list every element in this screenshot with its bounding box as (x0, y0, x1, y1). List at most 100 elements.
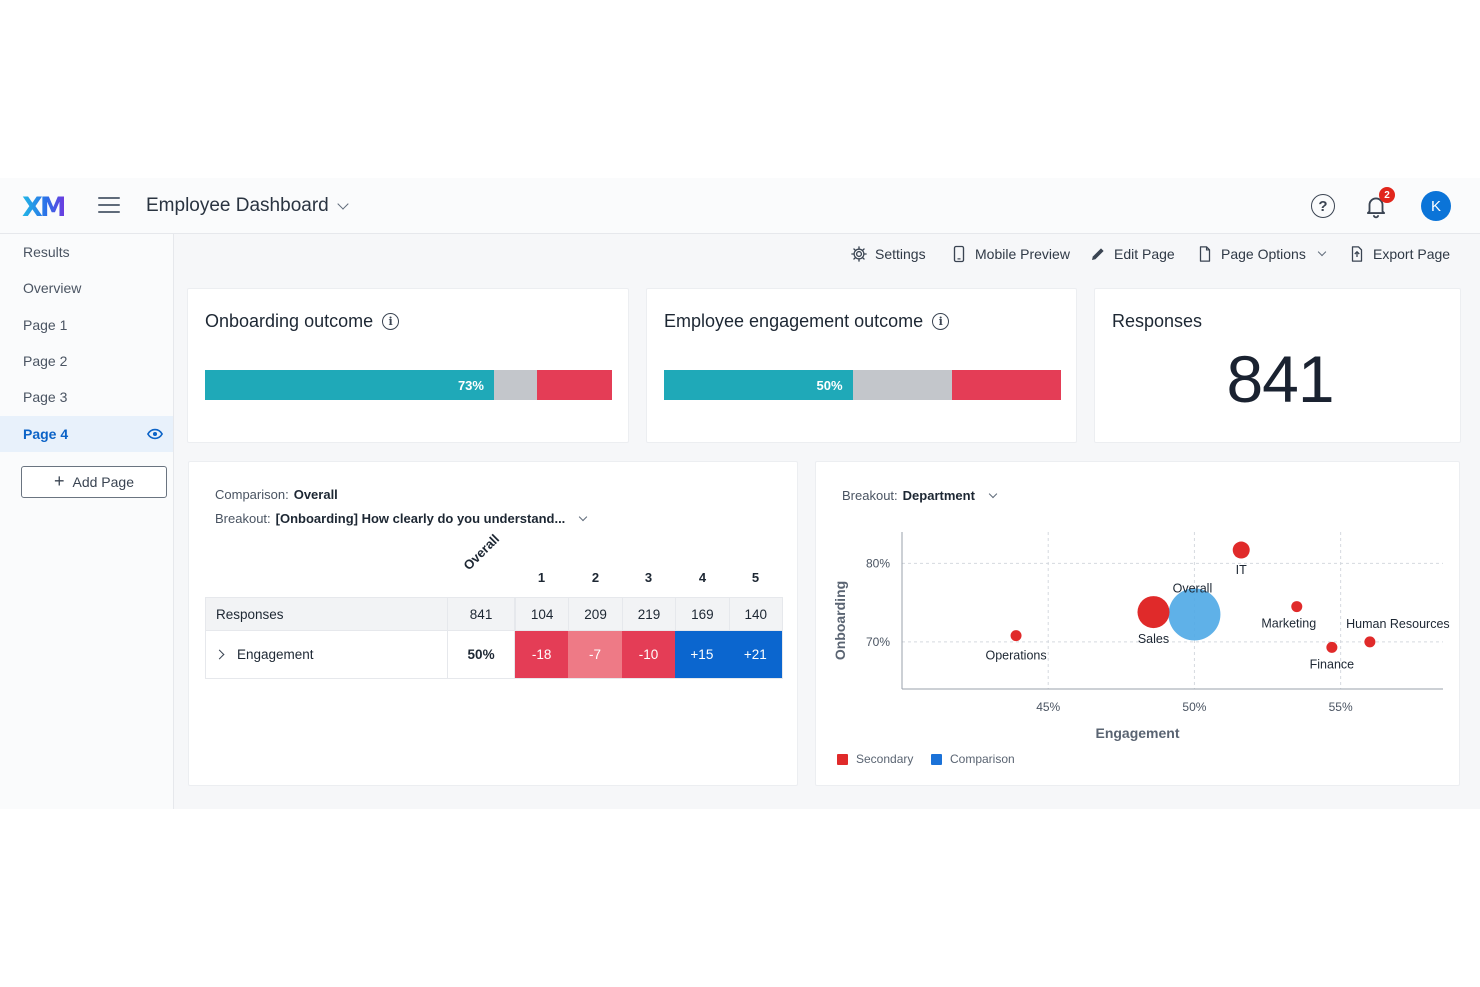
table-cell: 140 (728, 598, 782, 630)
comparison-row: Comparison: Overall (215, 487, 338, 502)
positive-segment: 73% (205, 370, 494, 400)
edit-page-button[interactable]: Edit Page (1089, 245, 1175, 263)
x-tick-label: 50% (1182, 700, 1206, 714)
column-header: 2 (591, 570, 600, 585)
neutral-segment (852, 370, 952, 400)
table-row: Responses 841 104 209 219 169 140 (205, 597, 783, 631)
settings-label: Settings (875, 246, 926, 262)
heatmap-cell: -7 (568, 631, 622, 678)
data-point-marketing (1291, 601, 1303, 613)
chevron-down-icon (579, 512, 588, 521)
xm-logo[interactable]: XM (22, 192, 67, 223)
card-title: Employee engagement outcome i (664, 311, 950, 332)
avatar[interactable]: K (1421, 191, 1451, 221)
column-header: 4 (698, 570, 707, 585)
data-point-human-resources (1364, 636, 1376, 648)
onboarding-outcome-card: Onboarding outcome i 73% (187, 288, 629, 443)
table-cell: 841 (447, 598, 515, 630)
page-options-dropdown[interactable]: Page Options (1196, 245, 1327, 263)
export-icon (1351, 246, 1363, 262)
sidebar: Results Overview Page 1 Page 2 Page 3 Pa… (0, 234, 174, 809)
mobile-preview-label: Mobile Preview (975, 246, 1070, 262)
add-page-button[interactable]: + Add Page (21, 466, 167, 498)
export-page-button[interactable]: Export Page (1348, 245, 1450, 263)
dashboard-selector[interactable]: Employee Dashboard (146, 195, 349, 217)
plus-icon: + (53, 471, 65, 491)
bell-icon[interactable] (1363, 193, 1389, 219)
engagement-row-label: Engagement (206, 631, 447, 678)
column-header: 5 (751, 570, 760, 585)
table-cell: 169 (675, 598, 728, 630)
sidebar-item-label: Page 3 (23, 389, 68, 405)
row-label: Engagement (237, 647, 314, 662)
notification-badge: 2 (1379, 187, 1395, 203)
data-point-finance (1326, 641, 1338, 653)
data-label: Marketing (1261, 617, 1316, 631)
help-icon[interactable]: ? (1311, 194, 1335, 218)
export-page-label: Export Page (1373, 246, 1451, 262)
eye-icon[interactable] (147, 427, 163, 441)
info-icon[interactable]: i (932, 313, 950, 330)
data-label: Human Resources (1346, 617, 1450, 631)
data-point-operations (1010, 630, 1022, 642)
y-axis-label: Onboarding (832, 581, 848, 660)
engagement-outcome-card: Employee engagement outcome i 50% (646, 288, 1077, 443)
legend-item-comparison: Comparison (931, 752, 1015, 766)
responses-count: 841 (1226, 342, 1334, 416)
data-label: Operations (985, 649, 1046, 663)
x-tick-label: 45% (1036, 700, 1060, 714)
sidebar-item-label: Page 4 (23, 426, 69, 442)
heatmap-cell: +21 (728, 631, 782, 678)
breakout-label: Breakout: (215, 511, 271, 526)
top-bar: XM Employee Dashboard ? 2 K (0, 178, 1480, 234)
x-tick-label: 55% (1329, 700, 1353, 714)
breakout-selector[interactable]: Breakout: [Onboarding] How clearly do yo… (215, 511, 588, 526)
data-point-overall (1168, 588, 1221, 641)
positive-segment: 50% (664, 370, 853, 400)
chevron-right-icon[interactable] (214, 649, 225, 660)
sidebar-item-page-2[interactable]: Page 2 (0, 343, 173, 379)
heatmap-cell: -18 (514, 631, 569, 678)
onboarding-title: Onboarding outcome (205, 311, 374, 331)
sidebar-item-page-4[interactable]: Page 4 (0, 416, 173, 452)
table-cell: 50% (447, 631, 515, 678)
legend-swatch (837, 753, 848, 765)
column-header-overall: Overall (460, 531, 503, 573)
row-label: Responses (216, 606, 284, 622)
app-window: XM Employee Dashboard ? 2 K Results Over… (0, 178, 1480, 809)
legend-label: Secondary (856, 752, 914, 766)
breakout-value: [Onboarding] How clearly do you understa… (275, 511, 566, 526)
pencil-icon (1092, 248, 1104, 260)
legend-swatch (931, 753, 942, 765)
column-header: 1 (537, 570, 546, 585)
document-icon (1199, 246, 1211, 262)
hamburger-menu-icon[interactable] (98, 197, 120, 215)
breakout-label: Breakout: (842, 488, 898, 503)
x-axis-label: Engagement (1095, 725, 1179, 741)
y-tick-label: 70% (866, 635, 890, 649)
add-page-label: Add Page (72, 474, 135, 490)
column-header: 3 (644, 570, 653, 585)
table-row: Engagement 50% -18 -7 -10 +15 +21 (205, 631, 783, 679)
sidebar-item-results[interactable]: Results (0, 234, 173, 270)
sidebar-item-overview[interactable]: Overview (0, 270, 173, 306)
data-label: Finance (1310, 657, 1355, 671)
heatmap-cell: -10 (621, 631, 676, 678)
settings-button[interactable]: Settings (850, 245, 926, 263)
y-tick-label: 80% (866, 556, 890, 570)
table-cell: 104 (514, 598, 568, 630)
page-options-label: Page Options (1221, 246, 1306, 262)
department-breakout-selector[interactable]: Breakout: Department (842, 488, 998, 503)
table-cell: 209 (568, 598, 621, 630)
legend-item-secondary: Secondary (837, 752, 913, 766)
sidebar-item-page-3[interactable]: Page 3 (0, 379, 173, 415)
chevron-down-icon (337, 198, 349, 210)
data-label: IT (1236, 563, 1247, 577)
edit-page-label: Edit Page (1114, 246, 1175, 262)
heatmap-cell: +15 (675, 631, 729, 678)
responses-title: Responses (1112, 311, 1203, 331)
info-icon[interactable]: i (382, 313, 400, 330)
mobile-preview-button[interactable]: Mobile Preview (950, 245, 1070, 263)
sidebar-item-page-1[interactable]: Page 1 (0, 307, 173, 343)
breakout-value: Department (902, 488, 975, 503)
